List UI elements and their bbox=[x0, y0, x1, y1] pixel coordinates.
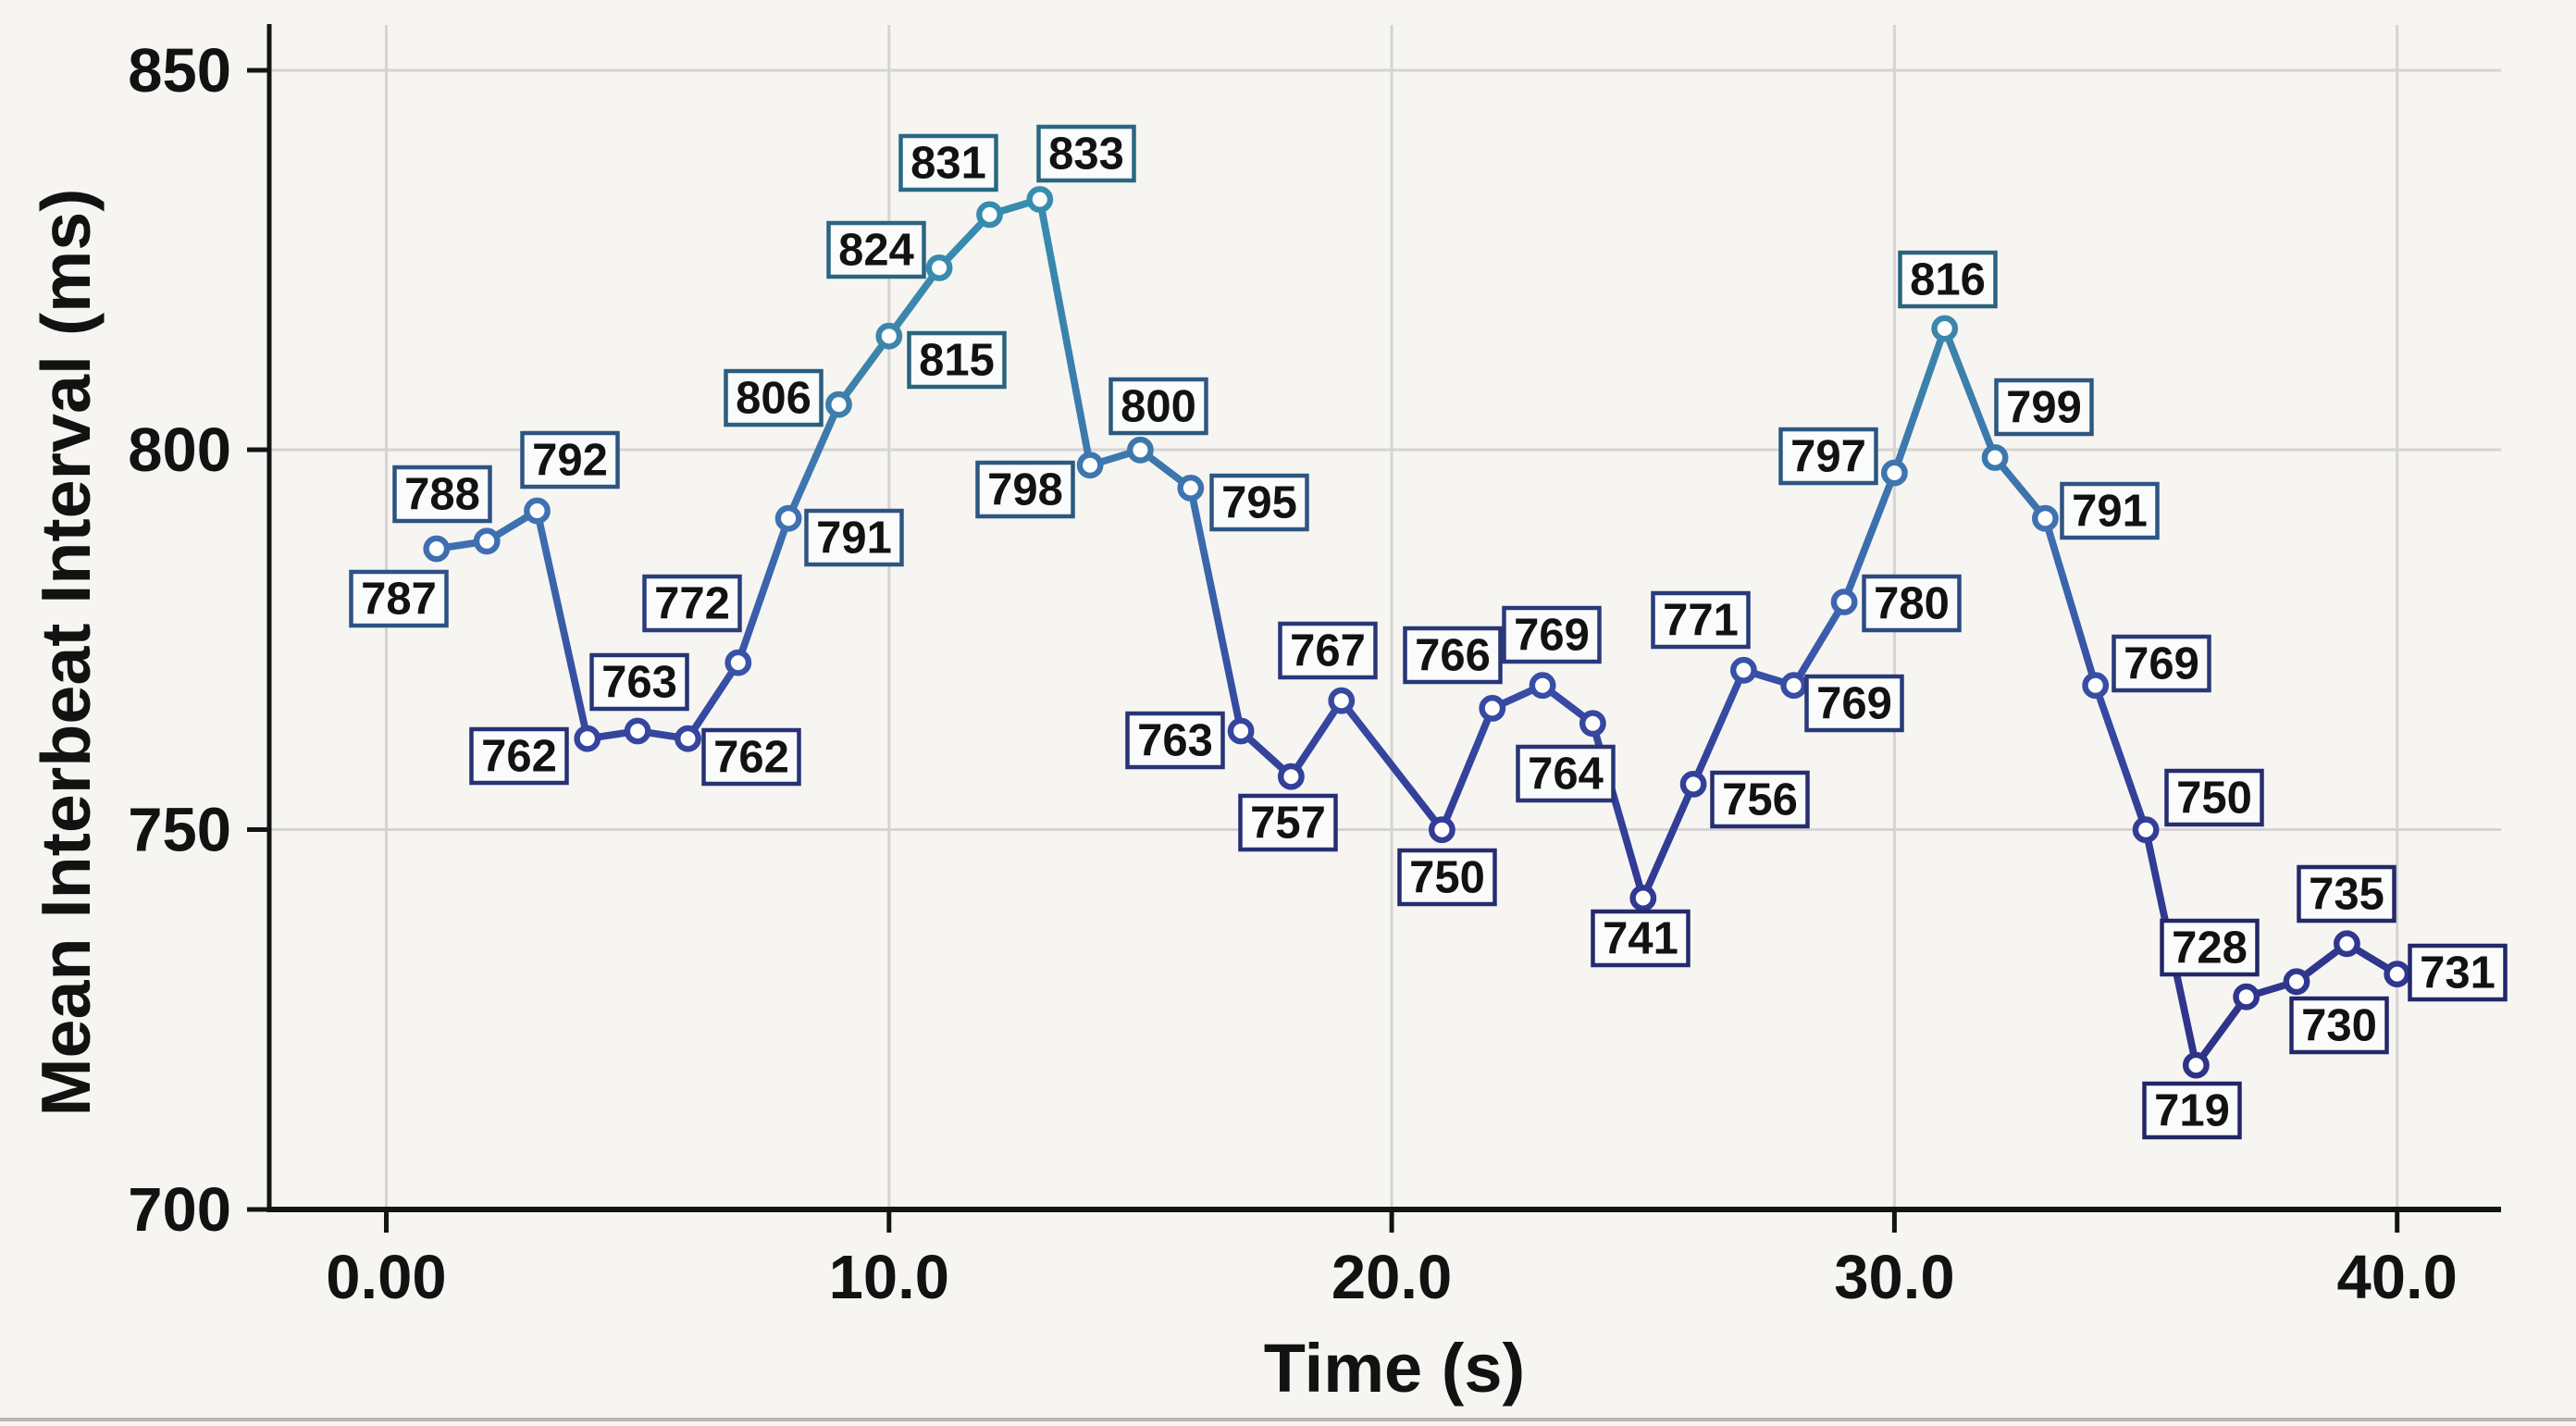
svg-text:731: 731 bbox=[2420, 949, 2496, 998]
svg-text:Time (s): Time (s) bbox=[1264, 1330, 1525, 1407]
svg-text:741: 741 bbox=[1603, 914, 1678, 964]
svg-text:0.00: 0.00 bbox=[326, 1243, 446, 1312]
svg-text:791: 791 bbox=[2072, 487, 2148, 537]
svg-text:824: 824 bbox=[838, 226, 914, 276]
svg-text:769: 769 bbox=[2124, 639, 2199, 689]
svg-text:735: 735 bbox=[2309, 870, 2384, 920]
svg-text:763: 763 bbox=[1137, 716, 1213, 766]
svg-text:831: 831 bbox=[910, 139, 986, 189]
svg-text:730: 730 bbox=[2301, 1001, 2377, 1051]
svg-text:763: 763 bbox=[601, 658, 677, 708]
svg-text:816: 816 bbox=[1910, 255, 1986, 305]
svg-text:757: 757 bbox=[1250, 799, 1326, 849]
svg-text:806: 806 bbox=[736, 374, 811, 424]
svg-text:798: 798 bbox=[987, 465, 1063, 515]
svg-text:799: 799 bbox=[2006, 383, 2082, 433]
svg-text:767: 767 bbox=[1290, 626, 1366, 676]
svg-text:772: 772 bbox=[654, 579, 730, 629]
svg-text:788: 788 bbox=[404, 470, 480, 520]
svg-text:791: 791 bbox=[816, 514, 892, 564]
svg-text:700: 700 bbox=[128, 1175, 231, 1245]
svg-text:728: 728 bbox=[2172, 924, 2248, 973]
svg-text:750: 750 bbox=[1409, 853, 1485, 903]
svg-text:750: 750 bbox=[2176, 774, 2252, 824]
svg-text:787: 787 bbox=[361, 575, 437, 625]
svg-text:Mean Interbeat Interval (ms): Mean Interbeat Interval (ms) bbox=[27, 189, 105, 1117]
svg-text:762: 762 bbox=[481, 732, 557, 782]
svg-text:771: 771 bbox=[1663, 596, 1739, 646]
svg-text:780: 780 bbox=[1874, 579, 1950, 629]
svg-text:30.0: 30.0 bbox=[1834, 1243, 1954, 1312]
svg-text:762: 762 bbox=[713, 733, 789, 783]
svg-text:764: 764 bbox=[1528, 750, 1604, 800]
svg-text:10.0: 10.0 bbox=[829, 1243, 949, 1312]
svg-text:815: 815 bbox=[919, 336, 995, 386]
svg-text:795: 795 bbox=[1221, 478, 1297, 528]
svg-text:800: 800 bbox=[1121, 382, 1196, 432]
svg-text:40.0: 40.0 bbox=[2336, 1243, 2457, 1312]
svg-text:766: 766 bbox=[1415, 631, 1491, 681]
svg-text:20.0: 20.0 bbox=[1331, 1243, 1452, 1312]
svg-text:833: 833 bbox=[1048, 130, 1124, 180]
svg-text:719: 719 bbox=[2154, 1086, 2230, 1136]
svg-text:750: 750 bbox=[128, 796, 231, 865]
svg-text:792: 792 bbox=[532, 436, 608, 486]
svg-text:769: 769 bbox=[1816, 679, 1892, 729]
svg-text:769: 769 bbox=[1514, 611, 1590, 661]
svg-text:797: 797 bbox=[1790, 432, 1866, 482]
svg-text:850: 850 bbox=[128, 36, 231, 105]
svg-text:756: 756 bbox=[1722, 775, 1798, 825]
svg-text:800: 800 bbox=[128, 415, 231, 485]
